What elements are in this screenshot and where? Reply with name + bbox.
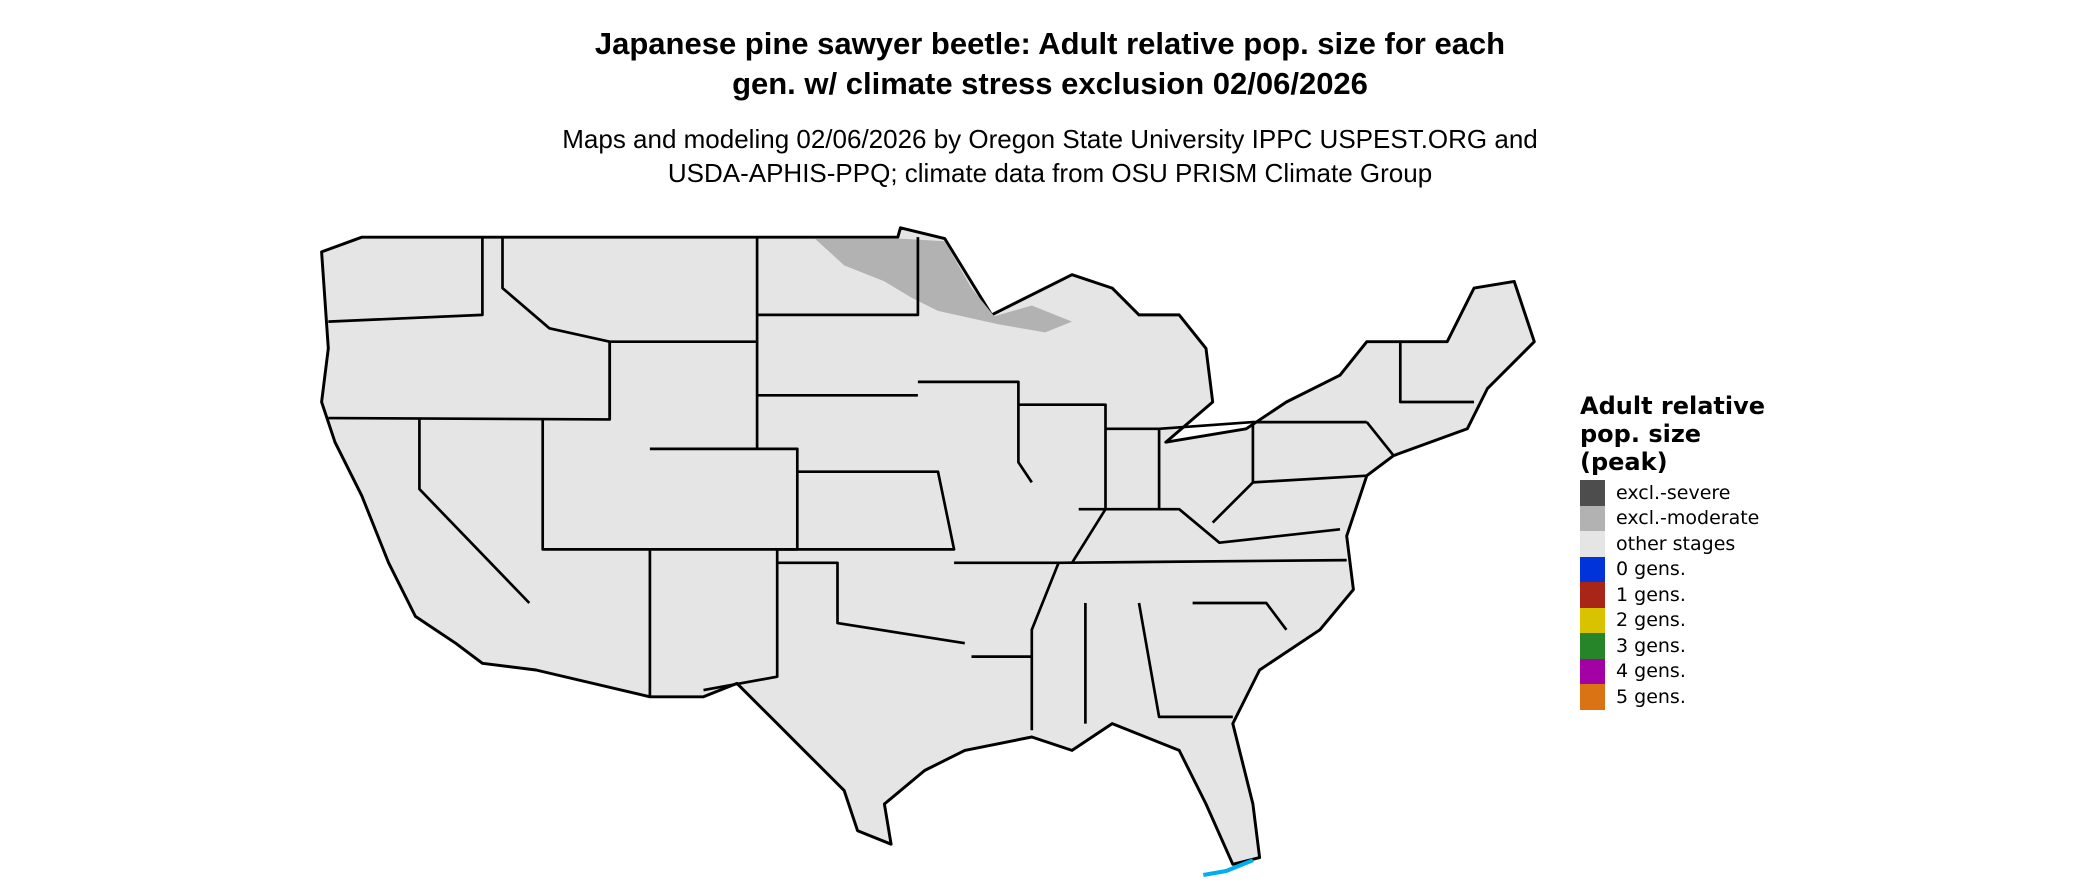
legend-label: excl.-moderate xyxy=(1616,507,1760,530)
conus-land xyxy=(320,226,1536,866)
legend-swatch xyxy=(1580,658,1605,684)
title-line-2: gen. w/ climate stress exclusion 02/06/2… xyxy=(732,66,1368,101)
legend-title-line: pop. size xyxy=(1580,420,1702,448)
subtitle-line-1: Maps and modeling 02/06/2026 by Oregon S… xyxy=(562,124,1538,154)
legend-label: 0 gens. xyxy=(1616,558,1686,581)
legend-label: 5 gens. xyxy=(1616,685,1686,708)
legend-item: 1 gens. xyxy=(1580,582,1765,608)
legend-item: 3 gens. xyxy=(1580,633,1765,659)
legend: Adult relative pop. size (peak) excl.-se… xyxy=(1580,392,1765,710)
legend-item: excl.-severe xyxy=(1580,480,1765,506)
map-title: Japanese pine sawyer beetle: Adult relat… xyxy=(300,24,1800,104)
legend-label: excl.-severe xyxy=(1616,481,1731,504)
legend-label: 3 gens. xyxy=(1616,634,1686,657)
legend-swatch xyxy=(1580,607,1605,633)
legend-swatch xyxy=(1580,582,1605,608)
legend-label: other stages xyxy=(1616,532,1736,555)
legend-item: excl.-moderate xyxy=(1580,505,1765,531)
legend-label: 2 gens. xyxy=(1616,609,1686,632)
legend-swatch xyxy=(1580,556,1605,582)
legend-title-line: Adult relative xyxy=(1580,392,1766,420)
legend-item: 2 gens. xyxy=(1580,607,1765,633)
legend-label: 4 gens. xyxy=(1616,660,1686,683)
title-line-1: Japanese pine sawyer beetle: Adult relat… xyxy=(594,26,1506,61)
legend-item: 0 gens. xyxy=(1580,556,1765,582)
map-subtitle: Maps and modeling 02/06/2026 by Oregon S… xyxy=(300,122,1800,190)
subtitle-line-2: USDA-APHIS-PPQ; climate data from OSU PR… xyxy=(667,158,1433,188)
legend-item: 5 gens. xyxy=(1580,684,1765,710)
legend-label: 1 gens. xyxy=(1616,583,1686,606)
legend-item: 4 gens. xyxy=(1580,658,1765,684)
legend-swatch xyxy=(1580,505,1605,531)
state-borders xyxy=(328,237,1475,731)
legend-swatch xyxy=(1580,531,1605,557)
legend-title: Adult relative pop. size (peak) xyxy=(1580,392,1765,476)
legend-swatch xyxy=(1580,633,1605,659)
legend-title-line: (peak) xyxy=(1580,448,1668,476)
legend-items: excl.-severe excl.-moderate other stages 0 … xyxy=(1580,480,1765,710)
zero-gens-region xyxy=(1202,858,1254,877)
excl-moderate-region xyxy=(814,238,1072,333)
legend-swatch xyxy=(1580,480,1605,506)
legend-swatch xyxy=(1580,684,1605,710)
legend-item: other stages xyxy=(1580,531,1765,557)
